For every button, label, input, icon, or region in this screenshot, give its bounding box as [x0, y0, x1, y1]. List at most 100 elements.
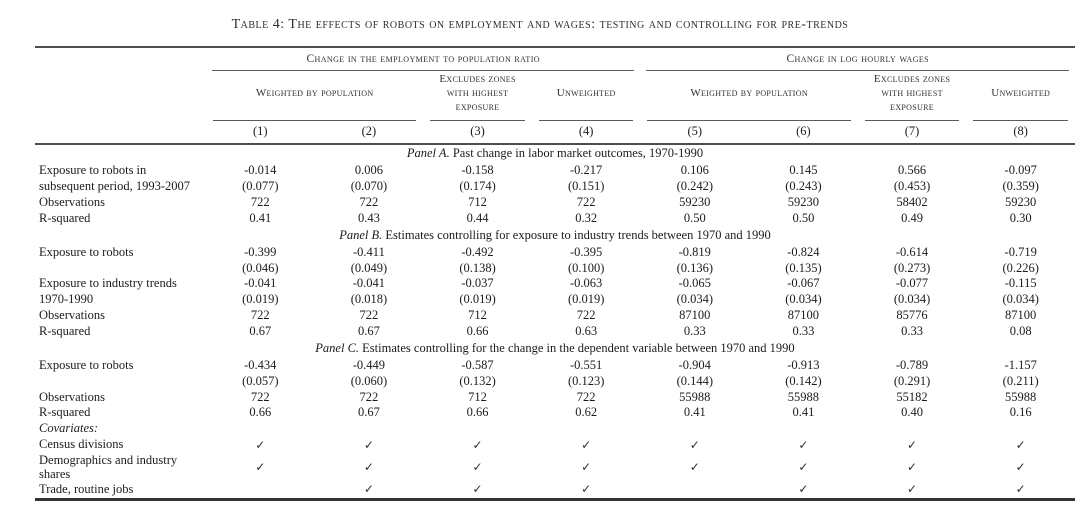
row-label: R-squared — [39, 324, 91, 339]
value-cell: -0.037 — [461, 276, 494, 291]
value-cell: -0.824 — [787, 244, 820, 259]
check-cell: ✓ — [363, 459, 374, 474]
value-cell: 0.67 — [357, 405, 380, 420]
row-label: Census divisions — [39, 437, 124, 452]
value-cell: 0.50 — [792, 210, 815, 225]
header-spacer — [35, 47, 206, 71]
column-number-row: (1) (2) (3) (4) (5) (6) (7) (8) — [35, 120, 1075, 146]
value-cell: 87100 — [679, 308, 711, 323]
se-cell: (0.136) — [676, 260, 714, 275]
value-cell: 0.30 — [1009, 210, 1032, 225]
value-cell: 85776 — [896, 308, 928, 323]
value-cell: 722 — [576, 195, 596, 210]
panel-b-trend-coef-row: Exposure to industry trends -0.041 -0.04… — [35, 276, 1075, 292]
value-cell: 712 — [468, 195, 487, 210]
row-label: Exposure to robots — [39, 357, 134, 372]
col-number: (4) — [531, 120, 641, 146]
value-cell: 0.41 — [249, 210, 272, 225]
panel-a-title: Panel A. Past change in labor market out… — [35, 144, 1075, 163]
row-label: R-squared — [39, 405, 91, 420]
panel-b-desc: Estimates controlling for exposure to in… — [382, 227, 771, 242]
panel-c-desc: Estimates controlling for the change in … — [359, 340, 795, 355]
subheader-weighted-wage: Weighted by population — [640, 71, 857, 121]
row-label: Exposure to robots — [39, 244, 134, 259]
check-cell: ✓ — [689, 437, 700, 452]
se-cell: (0.057) — [242, 373, 279, 388]
value-cell: 0.67 — [357, 324, 380, 339]
panel-b-se-row: (0.046) (0.049) (0.138) (0.100) (0.136) … — [35, 261, 1075, 277]
check-cell: ✓ — [255, 437, 266, 452]
value-cell: -0.411 — [353, 244, 385, 259]
value-cell: -1.157 — [1004, 357, 1037, 372]
se-cell: (0.034) — [893, 292, 931, 307]
se-cell: (0.034) — [1002, 292, 1039, 307]
se-cell: (0.034) — [676, 292, 714, 307]
row-label: Trade, routine jobs — [39, 481, 134, 496]
row-label: Observations — [39, 195, 105, 210]
value-cell: 0.41 — [792, 405, 815, 420]
value-cell: -0.904 — [678, 357, 711, 372]
value-cell: 87100 — [1005, 308, 1037, 323]
panel-c-title: Panel C. Estimates controlling for the c… — [35, 340, 1075, 358]
check-cell: ✓ — [907, 482, 918, 497]
value-cell: 0.006 — [354, 163, 383, 178]
value-cell: -0.492 — [461, 244, 494, 259]
value-cell: -0.434 — [244, 357, 277, 372]
covariate-row-trade: Trade, routine jobs ✓ ✓ ✓ ✓ ✓ ✓ — [35, 482, 1075, 499]
se-cell: (0.123) — [567, 373, 605, 388]
row-label-empty — [35, 261, 206, 277]
value-cell: 0.66 — [466, 405, 489, 420]
col-number: (6) — [749, 120, 858, 146]
value-cell: 55182 — [896, 389, 928, 404]
value-cell: 55988 — [679, 389, 711, 404]
value-cell: 0.106 — [680, 163, 709, 178]
value-cell: 722 — [576, 389, 596, 404]
panel-a-label: Panel A. — [406, 146, 450, 161]
group-header-employment-label: Change in the employment to population r… — [211, 48, 635, 71]
value-cell: -0.097 — [1004, 163, 1037, 178]
panel-a-observations-row: Observations 722 722 712 722 59230 59230… — [35, 195, 1075, 211]
value-cell: 0.66 — [249, 405, 272, 420]
value-cell: -0.063 — [570, 276, 603, 291]
group-header-employment: Change in the employment to population r… — [206, 47, 641, 71]
value-cell: -0.158 — [461, 163, 494, 178]
se-cell: (0.018) — [350, 292, 388, 307]
row-label: Exposure to industry trends — [39, 276, 177, 291]
se-cell: (0.273) — [893, 260, 931, 275]
value-cell: 0.49 — [901, 210, 923, 225]
se-cell: (0.211) — [1002, 373, 1039, 388]
header-spacer — [35, 71, 206, 121]
se-cell: (0.243) — [785, 179, 822, 194]
row-label: R-squared — [39, 210, 91, 225]
panel-c-se-row: (0.057) (0.060) (0.132) (0.123) (0.144) … — [35, 374, 1075, 390]
value-cell: 722 — [250, 389, 270, 404]
check-cell: ✓ — [472, 459, 483, 474]
value-cell: -0.065 — [678, 276, 711, 291]
row-label: Observations — [39, 389, 105, 404]
se-cell: (0.151) — [567, 179, 605, 194]
check-cell: ✓ — [798, 482, 809, 497]
value-cell: -0.014 — [244, 163, 277, 178]
group-header-wages-label: Change in log hourly wages — [646, 48, 1069, 71]
value-cell: 0.63 — [575, 324, 598, 339]
check-cell: ✓ — [689, 459, 700, 474]
check-cell: ✓ — [472, 482, 483, 497]
se-cell: (0.359) — [1002, 179, 1039, 194]
row-label: Demographics and industry shares — [39, 453, 178, 482]
value-cell: 722 — [359, 195, 379, 210]
panel-c-label: Panel C. — [315, 340, 360, 355]
table-title: Table 4: The effects of robots on employ… — [231, 17, 849, 32]
se-cell: (0.453) — [893, 179, 931, 194]
value-cell: -0.041 — [352, 276, 386, 291]
value-cell: 55988 — [1005, 389, 1037, 404]
value-cell: 0.43 — [357, 210, 380, 225]
subheader-row: Weighted by population Excludes zones wi… — [35, 71, 1075, 121]
value-cell: 0.44 — [466, 210, 489, 225]
panel-b-coef-row: Exposure to robots -0.399 -0.411 -0.492 … — [35, 245, 1075, 261]
check-cell — [206, 482, 315, 499]
value-cell: -0.587 — [461, 357, 494, 372]
value-cell: 59230 — [787, 195, 820, 210]
value-cell: -0.551 — [570, 357, 603, 372]
value-cell: 712 — [468, 389, 487, 404]
row-label: 1970-1990 — [39, 292, 94, 307]
